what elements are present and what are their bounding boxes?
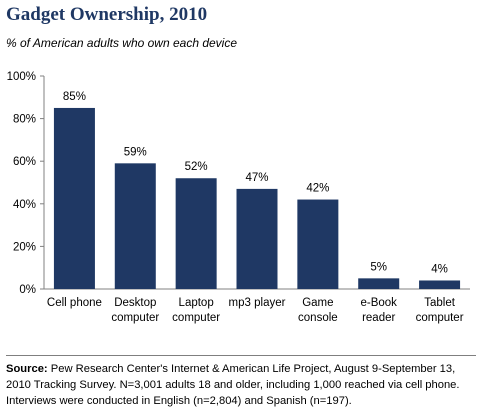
source-note: Source: Pew Research Center's Internet &… [6,355,476,409]
x-tick-label: mp3 player [229,297,286,309]
y-tick-label: 20% [13,241,36,253]
data-label: 5% [370,261,387,273]
bar [419,280,461,289]
bar [358,278,400,289]
data-label: 4% [431,263,448,275]
x-tick-label: Desktop [114,297,156,309]
y-tick-label: 60% [13,156,36,168]
bar [236,188,278,289]
y-tick-label: 0% [19,284,36,296]
data-label: 47% [245,172,268,184]
chart-title: Gadget Ownership, 2010 [6,4,208,25]
x-tick-label: reader [362,312,395,324]
bar [175,178,217,289]
bar-chart: 0% 20% 40% 60% 80% 100% 85% Cell phone 59% Deskto… [7,71,470,324]
data-label: 59% [124,146,147,158]
y-tick-label: 40% [13,199,36,211]
x-tick-label: Game [302,297,333,309]
x-tick-label: Cell phone [47,297,102,309]
chart-subtitle: % of American adults who own each device [6,36,238,50]
x-tick-label: computer [111,312,159,324]
x-tick-label: e-Book [360,297,397,309]
x-tick-label: console [298,312,338,324]
source-text: Pew Research Center's Internet & America… [6,363,460,407]
x-tick-label: Laptop [179,297,214,309]
x-tick-label: computer [416,312,464,324]
bar [297,199,339,289]
x-tick-label: Tablet [424,297,455,309]
source-label: Source: [6,363,48,375]
x-tick-label: computer [172,312,220,324]
data-label: 52% [185,161,208,173]
y-tick-label: 80% [13,114,36,126]
data-label: 42% [306,183,329,195]
bar [114,163,156,289]
y-tick-label: 100% [7,71,36,83]
data-label: 85% [63,91,86,103]
bar [53,107,95,289]
